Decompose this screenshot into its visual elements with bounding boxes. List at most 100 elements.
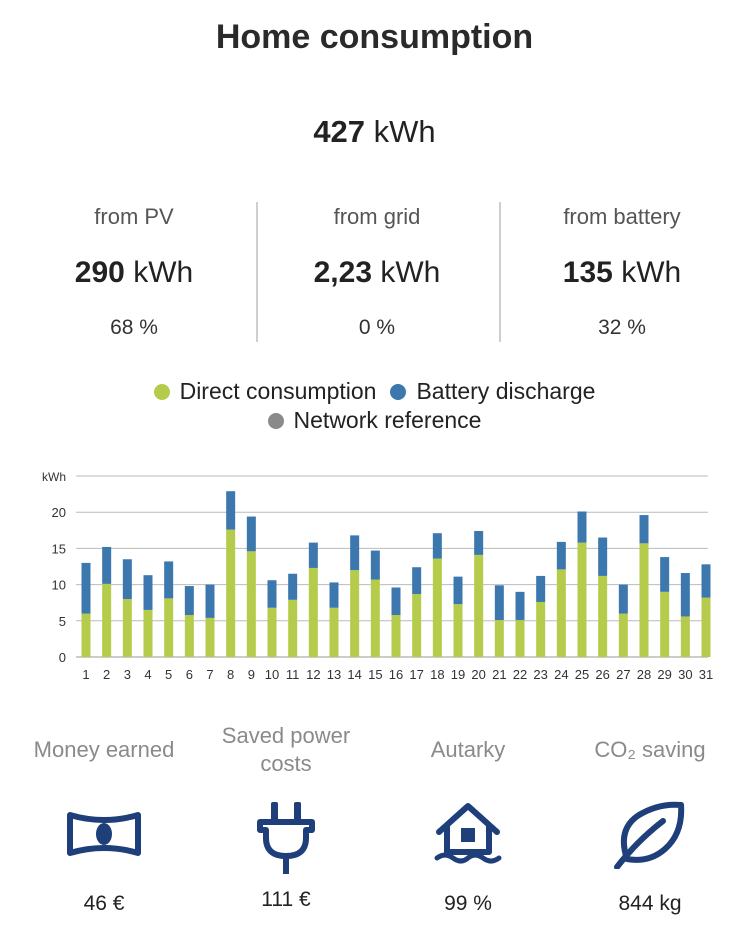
source-value: 2,23 kWh	[257, 256, 497, 290]
x-tick-label: 30	[678, 667, 692, 682]
legend-dot	[267, 412, 284, 429]
legend-label: Network reference	[293, 407, 482, 433]
x-tick-label: 15	[368, 667, 382, 682]
bar-direct-consumption	[164, 598, 174, 657]
legend-dot	[153, 383, 170, 400]
total-consumption: 427 kWh	[0, 114, 749, 150]
bar-direct-consumption	[329, 607, 339, 657]
bar-battery-discharge	[370, 550, 380, 580]
source-percent: 32 %	[598, 316, 646, 339]
source-number: 290	[74, 256, 125, 289]
source-number: 2,23	[313, 256, 373, 289]
tile-autarky: Autarky 99 %	[378, 722, 558, 916]
bar-direct-consumption	[122, 599, 132, 657]
source-label: from PV	[94, 204, 174, 229]
bar-battery-discharge	[618, 584, 628, 614]
bar-direct-consumption	[391, 615, 401, 657]
tile-value: 99 %	[444, 892, 492, 915]
bar-battery-discharge	[494, 585, 504, 621]
bar-direct-consumption	[432, 558, 442, 657]
bar-direct-consumption	[598, 575, 608, 657]
bar-battery-discharge	[577, 511, 587, 543]
bar-direct-consumption	[618, 613, 628, 657]
x-tick-label: 23	[533, 667, 547, 682]
bar-direct-consumption	[288, 599, 298, 657]
consumption-sources: from PV 290 kWh 68 % from grid 2,23 kWh …	[0, 200, 749, 345]
savings-tiles: Money earned 46 € Saved power costs 111 …	[0, 722, 749, 932]
bar-direct-consumption	[143, 609, 153, 657]
tile-title: Autarky	[430, 737, 506, 762]
x-tick-label: 26	[595, 667, 609, 682]
source-value: 290 kWh	[14, 256, 254, 290]
legend-network-reference[interactable]: Network reference	[267, 407, 482, 434]
bar-direct-consumption	[453, 604, 463, 657]
legend-battery-discharge[interactable]: Battery discharge	[390, 378, 595, 405]
source-pv: from PV 290 kWh 68 %	[14, 200, 254, 340]
source-value: 135 kWh	[502, 256, 742, 290]
bar-direct-consumption	[308, 567, 318, 657]
x-tick-label: 2	[103, 667, 110, 682]
bar-battery-discharge	[184, 586, 194, 616]
bar-battery-discharge	[453, 576, 463, 605]
source-grid: from grid 2,23 kWh 0 %	[257, 200, 497, 340]
bar-battery-discharge	[598, 537, 608, 576]
bar-battery-discharge	[412, 567, 422, 595]
bar-direct-consumption	[639, 543, 649, 657]
banknote-icon	[14, 794, 194, 874]
x-tick-label: 14	[347, 667, 361, 682]
bar-battery-discharge	[391, 587, 401, 616]
bar-battery-discharge	[556, 541, 566, 570]
source-unit: kWh	[380, 256, 441, 289]
x-tick-label: 29	[657, 667, 671, 682]
legend-direct-consumption[interactable]: Direct consumption	[153, 378, 377, 405]
legend-label: Battery discharge	[416, 378, 596, 404]
x-tick-label: 4	[144, 667, 151, 682]
bar-battery-discharge	[350, 535, 360, 571]
tile-value: 844 kg	[618, 892, 682, 915]
x-tick-label: 9	[248, 667, 255, 682]
x-tick-label: 1	[82, 667, 89, 682]
tile-money-earned: Money earned 46 €	[14, 722, 194, 916]
bar-direct-consumption	[184, 615, 194, 657]
bar-battery-discharge	[536, 575, 546, 602]
tile-saved-power-costs: Saved power costs 111 €	[196, 722, 376, 912]
x-tick-label: 22	[513, 667, 527, 682]
bar-direct-consumption	[494, 620, 504, 657]
x-tick-label: 21	[492, 667, 506, 682]
bar-direct-consumption	[680, 616, 690, 657]
page-title: Home consumption	[215, 18, 534, 56]
source-label: from battery	[563, 204, 681, 229]
bar-battery-discharge	[515, 591, 525, 621]
bar-direct-consumption	[226, 529, 236, 657]
y-tick-label: 15	[52, 541, 66, 556]
x-tick-label: 13	[327, 667, 341, 682]
tile-value: 46 €	[83, 892, 125, 915]
chart-legend: Direct consumption Battery discharge Net…	[0, 376, 749, 436]
y-tick-label: 10	[52, 578, 66, 593]
x-tick-label: 5	[165, 667, 172, 682]
y-tick-label: 0	[59, 650, 66, 665]
bar-battery-discharge	[701, 564, 711, 598]
bar-battery-discharge	[164, 561, 174, 599]
bar-battery-discharge	[81, 562, 91, 614]
tile-title: Saved power costs	[221, 723, 351, 776]
bar-battery-discharge	[432, 533, 442, 559]
bar-direct-consumption	[556, 569, 566, 657]
bar-direct-consumption	[102, 583, 112, 657]
house-icon	[378, 794, 558, 874]
x-tick-label: 28	[637, 667, 651, 682]
bar-battery-discharge	[246, 516, 256, 552]
bar-direct-consumption	[350, 570, 360, 657]
x-tick-label: 20	[471, 667, 485, 682]
bar-battery-discharge	[143, 575, 153, 610]
bar-direct-consumption	[246, 551, 256, 657]
divider	[256, 202, 258, 342]
bar-direct-consumption	[205, 617, 215, 657]
x-tick-label: 27	[616, 667, 630, 682]
total-value: 427	[313, 114, 366, 149]
legend-label: Direct consumption	[179, 378, 377, 404]
bar-battery-discharge	[329, 582, 339, 608]
x-tick-label: 10	[265, 667, 279, 682]
tile-title: Money earned	[33, 737, 175, 762]
